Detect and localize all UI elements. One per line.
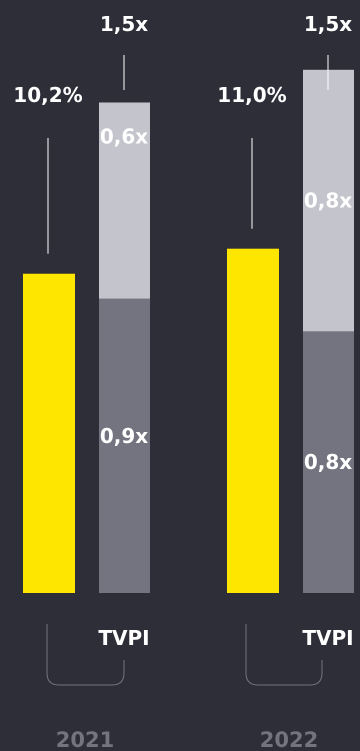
irr-label-2021: 10,2% — [13, 83, 82, 107]
tvpi-upper-label-2022: 0,8x — [304, 189, 352, 213]
year-bracket-2021 — [46, 624, 125, 686]
year-label-2022: 2022 — [260, 728, 318, 751]
year-bracket-2022 — [245, 624, 323, 686]
irr-bar-2022 — [227, 248, 279, 593]
tvpi-label-2021: TVPI — [98, 626, 149, 650]
tvpi-lower-bar-2021 — [99, 298, 150, 593]
tvpi-lower-bar-2022 — [303, 331, 354, 593]
irr-bar-2021 — [23, 273, 75, 593]
tvpi-label-2022: TVPI — [302, 626, 353, 650]
tvpi-upper-bar-2021 — [99, 102, 150, 299]
irr-label-2022: 11,0% — [217, 83, 286, 107]
year-label-2021: 2021 — [56, 728, 114, 751]
tvpi-upper-bar-2022 — [303, 69, 354, 332]
tvpi-total-label-2021: 1,5x — [100, 12, 148, 36]
tvpi-lower-label-2021: 0,9x — [100, 424, 148, 448]
tvpi-upper-label-2021: 0,6x — [100, 125, 148, 149]
tvpi-lower-label-2022: 0,8x — [304, 450, 352, 474]
tvpi-total-label-2022: 1,5x — [304, 12, 352, 36]
